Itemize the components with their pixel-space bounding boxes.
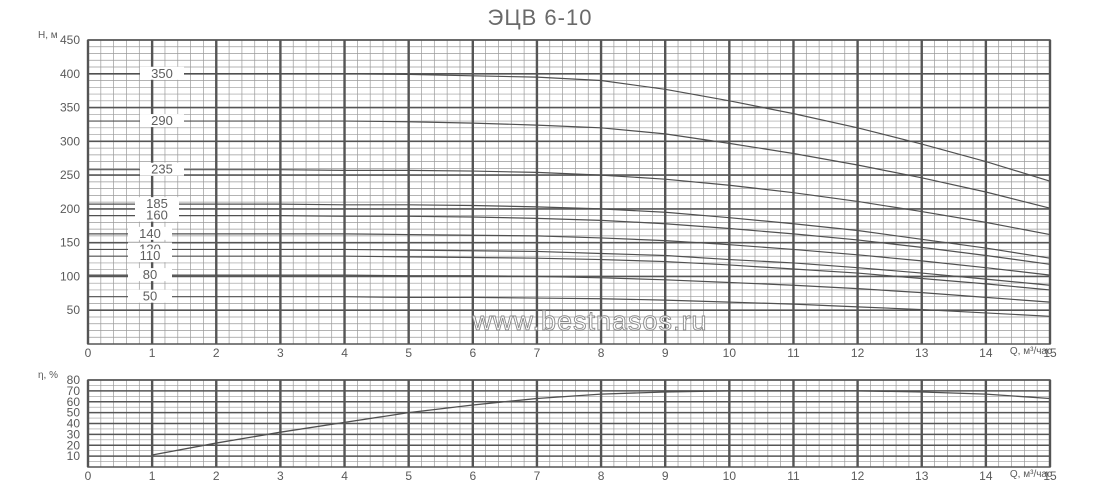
- x-tick-label: 12: [851, 469, 865, 483]
- curve-label-bg: [128, 268, 172, 282]
- y-axis-title: Н, м: [38, 30, 58, 41]
- x-tick-label: 0: [85, 469, 92, 483]
- y-tick-label: 50: [67, 303, 81, 317]
- curve-label-bg: [135, 208, 179, 222]
- head-curve-235: [88, 169, 1051, 236]
- x-tick-label: 14: [979, 346, 993, 360]
- x-axis-title: Q, м³/час: [1010, 469, 1052, 480]
- y-tick-label: 450: [60, 33, 80, 47]
- head-curve-110: [88, 255, 1051, 291]
- y-tick-label: 200: [60, 202, 80, 216]
- plot-frame: [87, 379, 1051, 468]
- x-tick-label: 9: [662, 469, 669, 483]
- x-tick-label: 3: [277, 346, 284, 360]
- curve-label-bg: [140, 66, 184, 80]
- curve-label-bg: [135, 197, 179, 211]
- efficiency-chart: 0 1 2 3 4 5 6 7 8 9 10 11 12 13 14 151020304050607080η,…: [38, 370, 1057, 483]
- y-axis-title: η, %: [38, 370, 58, 381]
- curve-label-bg: [140, 162, 184, 176]
- curve-label: 235: [151, 162, 173, 177]
- x-axis-title: Q, м³/час: [1010, 346, 1052, 357]
- x-tick-label: 15: [1043, 469, 1057, 483]
- curve-label: 140: [139, 226, 161, 241]
- watermark: www.bestnasos.ru: [471, 306, 707, 336]
- x-tick-label: 7: [534, 469, 541, 483]
- chart-title: ЭЦВ 6-10: [488, 5, 593, 30]
- x-tick-label: 2: [213, 346, 220, 360]
- curve-label: 290: [151, 113, 173, 128]
- y-tick-label: 60: [67, 395, 81, 409]
- head-chart: 0 1 2 3 4 5 6 7 8 9 10 11 12 13 14 15501001502002503003…: [38, 30, 1057, 360]
- y-tick-label: 40: [67, 417, 81, 431]
- y-tick-label: 150: [60, 236, 80, 250]
- x-tick-label: 13: [915, 346, 929, 360]
- y-tick-label: 350: [60, 101, 80, 115]
- x-tick-label: 12: [851, 346, 865, 360]
- y-tick-label: 250: [60, 168, 80, 182]
- y-tick-label: 20: [67, 438, 81, 452]
- curve-label: 350: [151, 66, 173, 81]
- x-tick-label: 10: [723, 346, 737, 360]
- head-curve-120: [88, 248, 1051, 286]
- head-curve-140: [88, 233, 1051, 276]
- plot-frame: [87, 39, 1051, 345]
- x-tick-label: 8: [598, 469, 605, 483]
- x-tick-label: 11: [787, 469, 800, 483]
- head-curve-350: [88, 73, 1051, 182]
- x-tick-label: 1: [149, 469, 156, 483]
- y-tick-label: 80: [67, 373, 81, 387]
- x-tick-label: 11: [787, 346, 800, 360]
- x-tick-label: 9: [662, 346, 669, 360]
- x-tick-label: 2: [213, 469, 220, 483]
- y-tick-label: 100: [60, 269, 80, 283]
- curve-label: 110: [140, 248, 161, 263]
- y-tick-label: 70: [67, 384, 81, 398]
- x-tick-label: 7: [534, 346, 541, 360]
- head-curve-160: [88, 215, 1051, 265]
- y-tick-label: 50: [67, 406, 81, 420]
- x-tick-label: 0: [85, 346, 92, 360]
- efficiency-curve: [152, 390, 1051, 456]
- curve-label-bg: [140, 114, 184, 128]
- x-tick-label: 8: [598, 346, 605, 360]
- x-tick-label: 1: [149, 346, 156, 360]
- curve-label: 80: [143, 267, 157, 282]
- head-curve-185: [88, 203, 1051, 259]
- curve-label: 50: [143, 289, 157, 304]
- x-tick-label: 10: [723, 469, 737, 483]
- x-tick-label: 6: [469, 346, 476, 360]
- curve-label-bg: [128, 249, 172, 263]
- y-tick-label: 300: [60, 134, 80, 148]
- y-tick-label: 10: [67, 449, 81, 463]
- x-tick-label: 3: [277, 469, 284, 483]
- y-tick-label: 30: [67, 427, 81, 441]
- curve-label-bg: [128, 289, 172, 303]
- x-tick-label: 4: [341, 346, 348, 360]
- x-tick-label: 13: [915, 469, 929, 483]
- curve-label: 185: [146, 196, 168, 211]
- x-tick-label: 5: [405, 346, 412, 360]
- curve-label-bg: [128, 226, 172, 240]
- head-curve-290: [88, 120, 1051, 209]
- x-tick-label: 5: [405, 469, 412, 483]
- head-curve-80: [88, 274, 1051, 303]
- x-tick-label: 4: [341, 469, 348, 483]
- head-curve-50: [88, 296, 1051, 317]
- x-tick-label: 15: [1043, 346, 1057, 360]
- x-tick-label: 14: [979, 469, 993, 483]
- y-tick-label: 400: [60, 67, 80, 81]
- curve-label: 160: [146, 208, 168, 223]
- x-tick-label: 6: [469, 469, 476, 483]
